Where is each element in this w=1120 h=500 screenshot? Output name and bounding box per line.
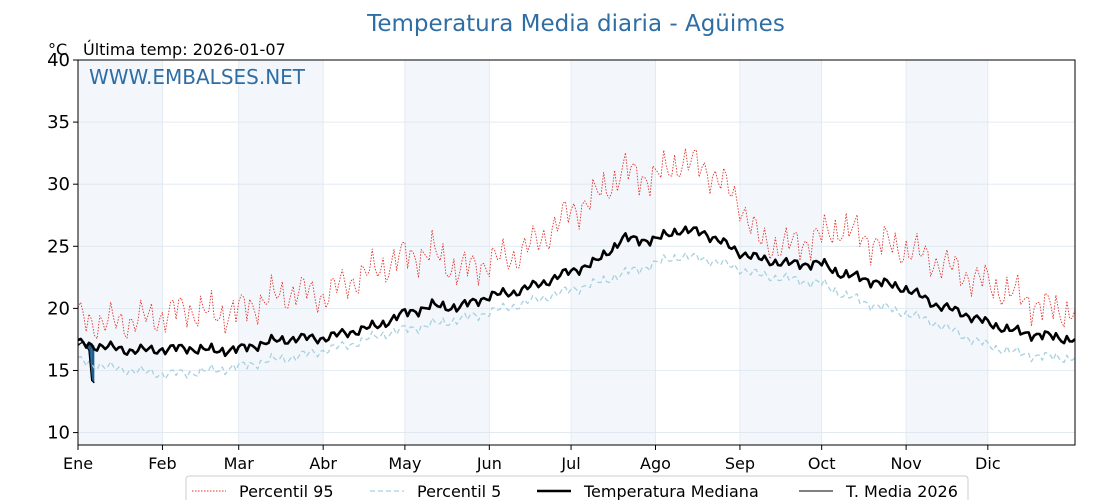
x-tick-label-abr: Abr xyxy=(309,454,337,473)
x-tick-label-jun: Jun xyxy=(476,454,502,473)
y-tick-label-20: 20 xyxy=(47,298,70,319)
x-tick-label-ene: Ene xyxy=(63,454,93,473)
current-vs-median-fill-5 xyxy=(91,345,95,383)
month-shade-jul xyxy=(571,60,656,445)
unit-label: °C xyxy=(48,40,67,59)
x-axis: Ene Feb Mar Abr May Jun Jul Ago Sep Oct Nov Dic xyxy=(63,445,1001,473)
plot-frame xyxy=(77,59,1076,446)
watermark: WWW.EMBALSES.NET xyxy=(89,65,306,89)
legend-box xyxy=(185,475,969,500)
gridlines xyxy=(77,59,1075,445)
y-tick-label-30: 30 xyxy=(47,174,70,195)
month-shade-may xyxy=(404,60,490,445)
x-tick-label-mar: Mar xyxy=(224,454,255,473)
series-line-current xyxy=(77,341,95,384)
x-tick-label-may: May xyxy=(388,454,421,473)
x-tick-label-oct: Oct xyxy=(808,454,836,473)
legend: Percentil 95 Percentil 5 Temperatura Med… xyxy=(185,475,969,500)
x-tick-label-dic: Dic xyxy=(975,454,1001,473)
legend-label-median: Temperatura Mediana xyxy=(583,482,759,500)
month-shade-ene xyxy=(78,60,163,445)
month-shade-mar xyxy=(238,60,324,445)
series-line-p5 xyxy=(77,252,1076,380)
y-tick-label-35: 35 xyxy=(47,112,70,133)
x-tick-label-sep: Sep xyxy=(725,454,755,473)
legend-label-p95: Percentil 95 xyxy=(239,482,334,500)
y-tick-label-10: 10 xyxy=(47,423,70,444)
legend-label-current: T. Media 2026 xyxy=(845,482,958,500)
y-tick-label-40: 40 xyxy=(47,50,70,71)
chart-title: Temperatura Media diaria - Agüimes xyxy=(366,11,785,37)
x-tick-label-ago: Ago xyxy=(640,454,671,473)
series-layer xyxy=(77,148,1076,384)
last-temp-label: Última temp: 2026-01-07 xyxy=(83,40,286,59)
y-tick-label-15: 15 xyxy=(47,360,70,381)
x-tick-label-nov: Nov xyxy=(890,454,921,473)
x-tick-label-feb: Feb xyxy=(148,454,176,473)
month-shade-nov xyxy=(906,60,988,445)
y-tick-label-25: 25 xyxy=(47,236,70,257)
series-line-p95 xyxy=(77,148,1076,340)
series-line-median xyxy=(77,225,1076,358)
y-axis: 10 15 20 25 30 35 40 xyxy=(47,50,78,444)
month-shade-sep xyxy=(739,60,822,445)
x-tick-label-jul: Jul xyxy=(560,454,580,473)
legend-label-p5: Percentil 5 xyxy=(417,482,501,500)
month-shading xyxy=(78,60,988,445)
